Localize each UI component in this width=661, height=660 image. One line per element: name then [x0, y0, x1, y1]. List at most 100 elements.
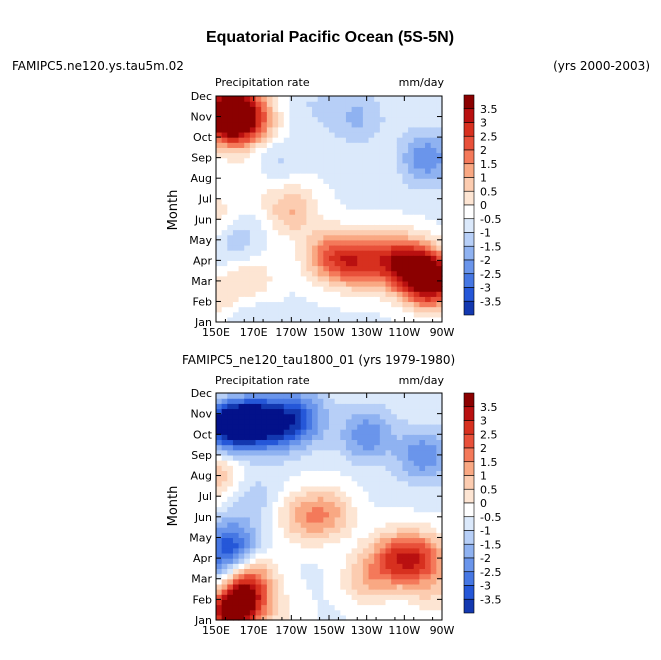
heatmap-cell [289, 280, 296, 287]
heatmap-cell [216, 614, 223, 621]
heatmap-cell [413, 234, 420, 241]
heatmap-cell [391, 291, 398, 297]
heatmap-cell [255, 203, 262, 210]
heatmap-cell [413, 316, 420, 323]
heatmap-cell [216, 408, 223, 415]
heatmap-cell [334, 418, 341, 425]
heatmap-cell [300, 403, 307, 410]
heatmap-cell [329, 188, 336, 195]
heatmap-cell [351, 454, 358, 461]
heatmap-cell [374, 578, 381, 585]
heatmap-cell [340, 280, 347, 287]
heatmap-cell [340, 413, 347, 420]
heatmap-cell [340, 516, 347, 523]
heatmap-cell [266, 496, 274, 502]
heatmap-cell [379, 516, 387, 523]
heatmap-cell [385, 244, 392, 251]
heatmap-cell [312, 532, 319, 539]
heatmap-cell [238, 485, 245, 492]
heatmap-cell [351, 578, 358, 585]
heatmap-cell [357, 101, 364, 107]
heatmap-cell [306, 485, 313, 492]
heatmap-cell [362, 614, 370, 621]
colorbar-label: 2 [480, 144, 487, 157]
heatmap-cell [300, 106, 307, 113]
heatmap-cell [232, 418, 240, 425]
heatmap-cell [402, 563, 409, 570]
heatmap-cell [289, 275, 296, 282]
heatmap-cell [261, 552, 268, 559]
heatmap-cell [419, 203, 426, 210]
heatmap-cell [227, 537, 234, 544]
heatmap-cell [436, 583, 443, 590]
heatmap-cell [312, 209, 319, 215]
heatmap-cell [300, 311, 307, 318]
heatmap-cell [295, 188, 302, 195]
heatmap-cell [312, 599, 319, 606]
heatmap-cell [334, 506, 341, 513]
heatmap-cell [249, 491, 257, 497]
heatmap-cell [334, 537, 341, 544]
heatmap-cell [306, 209, 313, 215]
heatmap-cell [266, 203, 274, 210]
heatmap-cell [351, 111, 358, 118]
heatmap-cell [323, 301, 330, 308]
heatmap-cell [425, 234, 432, 241]
heatmap-cell [266, 599, 274, 606]
heatmap-cell [351, 558, 358, 564]
heatmap-cell [362, 398, 370, 404]
heatmap-cell [249, 203, 257, 210]
heatmap-cell [278, 301, 285, 308]
heatmap-cell [300, 286, 307, 292]
heatmap-cell [266, 244, 274, 251]
heatmap-cell [362, 604, 370, 611]
heatmap-cell [261, 316, 268, 323]
heatmap-cell [249, 291, 257, 297]
heatmap-cell [306, 393, 313, 399]
heatmap-cell [430, 101, 437, 107]
colorbar-box [463, 557, 475, 573]
heatmap-cell [419, 516, 426, 523]
heatmap-cell [345, 260, 353, 267]
heatmap-cell [244, 244, 251, 251]
heatmap-cell [345, 209, 353, 215]
y-tick-label: Feb [193, 295, 212, 308]
heatmap-cell [300, 219, 307, 226]
heatmap-cell [408, 126, 415, 133]
heatmap-cell [408, 142, 415, 148]
heatmap-cell [221, 589, 228, 595]
heatmap-cell [272, 423, 279, 430]
heatmap-cell [345, 203, 353, 210]
heatmap-cell [329, 558, 336, 564]
heatmap-cell [317, 106, 324, 113]
heatmap-cell [227, 275, 234, 282]
heatmap-cell [430, 316, 437, 323]
colorbar-box [463, 543, 475, 559]
colorbar-label: 3 [480, 117, 487, 130]
heatmap-cell [413, 306, 420, 313]
heatmap-cell [249, 250, 257, 256]
heatmap-cell [408, 501, 415, 508]
heatmap-cell [396, 542, 404, 549]
heatmap-cell [436, 306, 443, 313]
heatmap-cell [232, 485, 240, 492]
heatmap-cell [295, 209, 302, 215]
heatmap-cell [396, 558, 404, 564]
heatmap-cell [272, 449, 279, 456]
heatmap-cell [430, 423, 437, 430]
heatmap-cell [289, 270, 296, 277]
heatmap-cell [345, 573, 353, 580]
heatmap-cell [368, 116, 375, 123]
heatmap-cell [436, 604, 443, 611]
heatmap-cell [351, 198, 358, 205]
heatmap-cell [272, 306, 279, 313]
heatmap-cell [340, 599, 347, 606]
heatmap-cell [221, 460, 228, 466]
heatmap-cell [374, 275, 381, 282]
heatmap-cell [357, 126, 364, 133]
heatmap-cell [249, 209, 257, 215]
heatmap-cell [368, 449, 375, 456]
heatmap-cell [402, 286, 409, 292]
heatmap-cell [244, 198, 251, 205]
heatmap-cell [334, 444, 341, 451]
